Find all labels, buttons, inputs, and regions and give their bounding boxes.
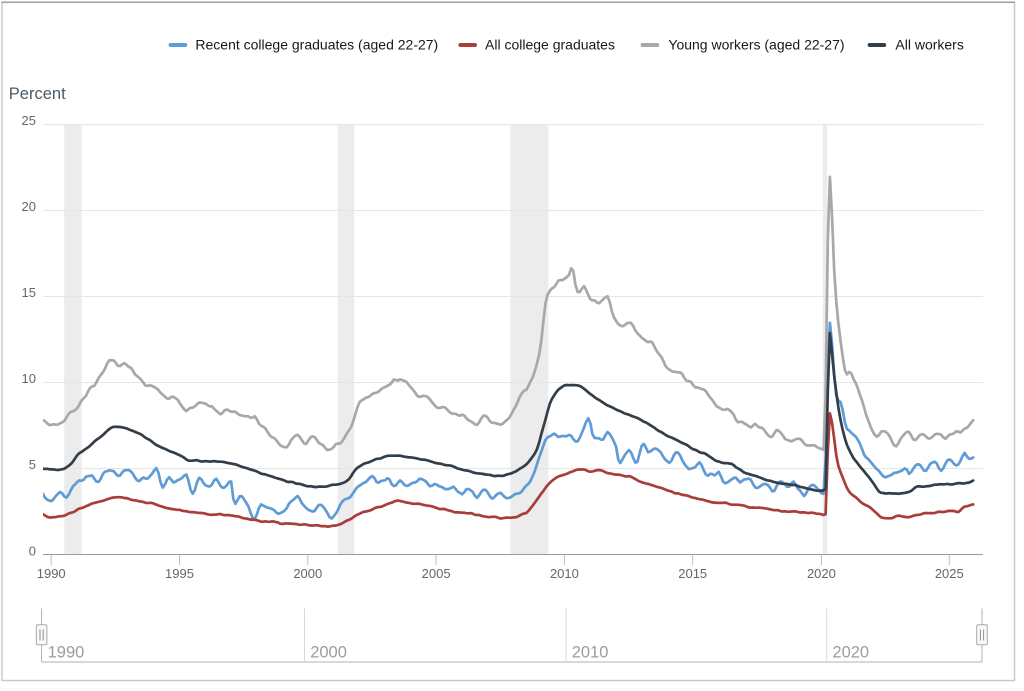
svg-text:All college graduates: All college graduates	[485, 37, 615, 53]
svg-text:2015: 2015	[678, 566, 707, 581]
svg-text:All workers: All workers	[895, 37, 963, 53]
svg-text:2010: 2010	[572, 644, 609, 662]
svg-text:15: 15	[22, 285, 36, 300]
svg-text:Young workers (aged 22-27): Young workers (aged 22-27)	[668, 37, 844, 53]
svg-text:1990: 1990	[37, 566, 66, 581]
svg-text:Recent college graduates (aged: Recent college graduates (aged 22-27)	[195, 37, 438, 53]
svg-text:2000: 2000	[310, 644, 347, 662]
svg-text:2020: 2020	[832, 644, 869, 662]
svg-text:2010: 2010	[550, 566, 579, 581]
svg-text:1990: 1990	[48, 644, 85, 662]
svg-text:0: 0	[29, 544, 36, 559]
svg-text:Percent: Percent	[9, 85, 66, 103]
svg-text:20: 20	[22, 199, 36, 214]
svg-text:2025: 2025	[935, 566, 964, 581]
svg-text:2000: 2000	[293, 566, 322, 581]
svg-text:2020: 2020	[807, 566, 836, 581]
svg-text:2005: 2005	[422, 566, 451, 581]
svg-text:1995: 1995	[165, 566, 194, 581]
svg-text:5: 5	[29, 457, 36, 472]
svg-text:10: 10	[22, 371, 36, 386]
svg-text:25: 25	[22, 113, 36, 128]
